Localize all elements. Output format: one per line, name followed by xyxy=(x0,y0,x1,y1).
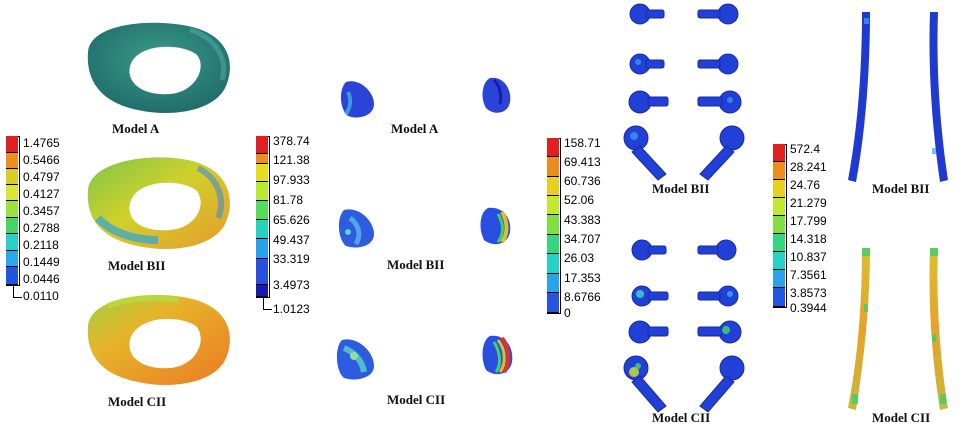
model-cii-right-cartilage-image xyxy=(482,335,513,375)
legend-tick: 3.4973 xyxy=(273,278,310,292)
legend-color-swatch xyxy=(547,274,559,293)
legend-tick: 60.736 xyxy=(564,174,601,188)
legend-tick: 0.4127 xyxy=(23,187,60,201)
model-bii-left-cartilage-image xyxy=(338,209,374,248)
legend-color-swatch xyxy=(547,254,559,274)
model-a-ring-image xyxy=(87,22,230,113)
legend-color-swatch xyxy=(547,215,559,235)
model-cii-rods-image xyxy=(848,248,948,410)
legend-color-swatch xyxy=(773,252,785,270)
legend-tick: 7.3561 xyxy=(790,268,827,282)
legend-color-swatch xyxy=(6,267,18,285)
legend-tick: 8.6766 xyxy=(564,290,601,304)
legend-tick: 572.4 xyxy=(790,142,821,156)
legend-color-swatch xyxy=(773,288,785,307)
legend-color-swatch xyxy=(6,153,18,169)
legend-color-swatch xyxy=(256,136,268,154)
legend-tick: 0.4797 xyxy=(23,170,60,184)
legend-color-swatch xyxy=(773,162,785,180)
panel-2-label-model-a: Model A xyxy=(391,121,439,136)
legend-tick: 0.2118 xyxy=(23,238,59,252)
model-bii-ring-image xyxy=(87,157,230,249)
model-cii-ring-image xyxy=(87,295,230,385)
legend-tick: 52.06 xyxy=(564,193,595,207)
panel-1-label-model-cii: Model CII xyxy=(108,394,167,409)
legend-tick: 378.74 xyxy=(273,134,310,148)
legend-tick: 17.799 xyxy=(790,214,827,228)
legend-color-swatch xyxy=(547,157,559,177)
legend-color-swatch xyxy=(6,218,18,234)
legend-tick: 14.318 xyxy=(790,232,827,246)
panel-4-label-model-cii: Model CII xyxy=(872,410,931,425)
legend-color-swatch xyxy=(6,234,18,251)
legend-tick: 65.626 xyxy=(273,213,310,227)
legend-color-swatch xyxy=(773,270,785,288)
legend-tick: 24.76 xyxy=(790,178,821,192)
legend-tick: 0.0446 xyxy=(23,272,60,286)
legend-color-swatch xyxy=(256,201,268,220)
legend-tick: 0.3944 xyxy=(790,301,827,315)
legend-color-swatch xyxy=(773,144,785,162)
legend-color-swatch xyxy=(773,180,785,198)
model-bii-rods-image xyxy=(848,12,948,182)
legend-color-swatch xyxy=(256,285,268,297)
legend-color-swatch xyxy=(6,251,18,267)
legend-tick: 21.279 xyxy=(790,196,827,210)
legend-tick: 10.837 xyxy=(790,250,827,264)
legend-tick: 26.03 xyxy=(564,251,595,265)
legend-color-swatch xyxy=(547,235,559,254)
panel-3-label-model-cii: Model CII xyxy=(652,410,711,425)
legend-min-label: 1.0123 xyxy=(273,302,310,316)
panel-3-label-model-bii: Model BII xyxy=(652,181,710,196)
legend-tick: 0.1449 xyxy=(23,255,60,269)
panel-1-label-model-a: Model A xyxy=(112,121,160,136)
legend-tick: 97.933 xyxy=(273,173,310,187)
legend-tick: 69.413 xyxy=(564,155,601,169)
legend-color-swatch xyxy=(6,201,18,218)
legend-color-swatch xyxy=(256,182,268,201)
legend-color-swatch xyxy=(256,154,268,164)
model-a-left-cartilage-image xyxy=(340,81,374,118)
legend-color-swatch xyxy=(256,239,268,259)
model-bii-screws-image xyxy=(623,3,745,181)
legend-tick: 121.38 xyxy=(273,153,310,167)
model-a-right-cartilage-image xyxy=(482,77,511,113)
legend-color-swatch xyxy=(6,169,18,185)
legend-color-swatch xyxy=(547,196,559,215)
legend-tick: 0.2788 xyxy=(23,221,60,235)
legend-tick: 0 xyxy=(564,306,571,320)
legend-tick: 49.437 xyxy=(273,233,310,247)
legend-min-label: 0.0110 xyxy=(23,289,59,303)
legend-tick: 17.353 xyxy=(564,271,601,285)
legend-color-swatch xyxy=(256,164,268,182)
model-cii-screws-image xyxy=(623,239,745,413)
legend-color-swatch xyxy=(6,185,18,201)
legend-color-swatch xyxy=(773,216,785,234)
legend-tick: 0.3457 xyxy=(23,204,60,218)
legend-color-swatch xyxy=(773,234,785,252)
panel-2-label-model-cii: Model CII xyxy=(387,392,446,407)
panel-2-label-model-bii: Model BII xyxy=(387,257,445,272)
legend-tick: 33.319 xyxy=(273,252,310,266)
legend-color-swatch xyxy=(547,138,559,157)
legend-color-swatch xyxy=(6,136,18,153)
panel-4-label-model-bii: Model BII xyxy=(872,181,930,196)
legend-tick: 158.71 xyxy=(564,136,601,150)
legend-color-swatch xyxy=(547,293,559,313)
legend-color-swatch xyxy=(256,259,268,285)
legend-tick: 3.8573 xyxy=(790,286,827,300)
legend-color-swatch xyxy=(256,220,268,239)
legend-tick: 43.383 xyxy=(564,213,601,227)
legend-color-swatch xyxy=(547,177,559,196)
legend-tick: 1.4765 xyxy=(23,136,60,150)
legend-tick: 81.78 xyxy=(273,193,304,207)
legend-tick: 28.241 xyxy=(790,160,827,174)
model-bii-right-cartilage-image xyxy=(480,207,511,245)
legend-tick: 0.5466 xyxy=(23,153,60,167)
legend-tick: 34.707 xyxy=(564,232,601,246)
model-cii-left-cartilage-image xyxy=(336,339,374,380)
legend-color-swatch xyxy=(773,198,785,216)
panel-1-label-model-bii: Model BII xyxy=(108,258,166,273)
